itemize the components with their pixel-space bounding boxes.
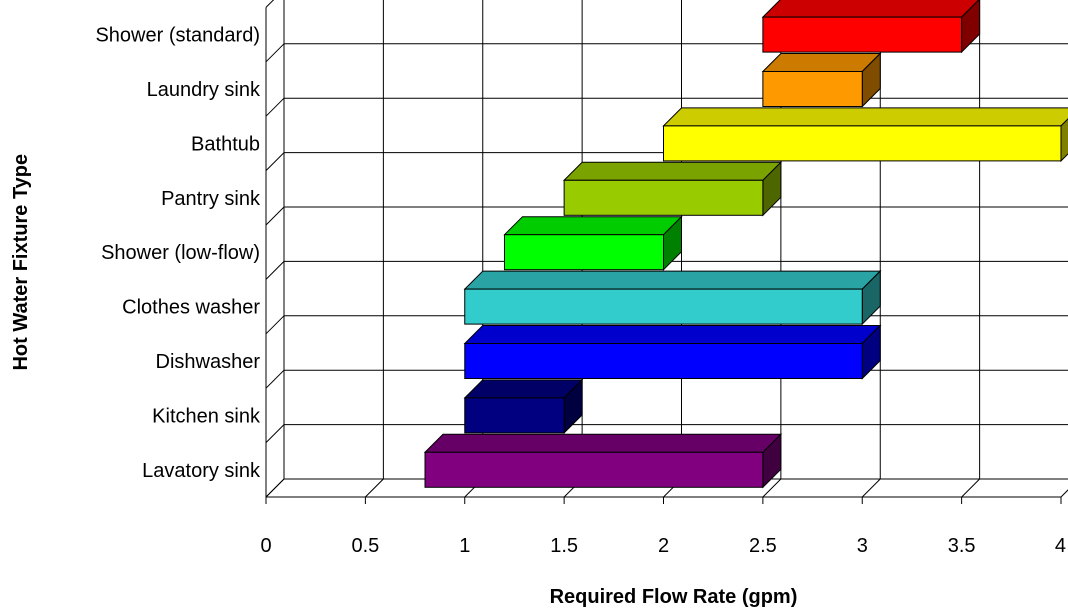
bar-top-face xyxy=(463,379,584,399)
y-category-label: Dishwasher xyxy=(156,351,261,373)
bar-top-face xyxy=(423,433,783,453)
bar-top-face xyxy=(463,270,882,290)
y-category-label: Kitchen sink xyxy=(152,405,261,427)
bar-top-face xyxy=(463,325,882,344)
bar-top-face xyxy=(562,161,783,181)
bar-front-face xyxy=(563,179,764,216)
floor-gridline xyxy=(1060,489,1068,498)
bar-laundry-sink xyxy=(761,52,882,108)
x-tick-label: 1.5 xyxy=(550,535,578,557)
bar-front-face xyxy=(464,343,863,379)
bar-front-face xyxy=(762,16,963,53)
bar-dishwasher xyxy=(463,324,882,380)
x-axis-title: Required Flow Rate (gpm) xyxy=(550,586,798,608)
x-tick-label: 0 xyxy=(260,535,271,557)
floor-gridline xyxy=(861,478,881,498)
bar-front-face xyxy=(464,397,565,434)
bar-top-face xyxy=(662,107,1068,127)
bar-top-face xyxy=(503,216,683,236)
y-category-label: Clothes washer xyxy=(122,297,260,319)
side-wall-line xyxy=(265,315,285,335)
y-category-label: Lavatory sink xyxy=(142,460,261,482)
bar-front-face xyxy=(464,288,863,325)
x-tick-label: 2 xyxy=(658,535,669,557)
bar-shower-standard xyxy=(761,0,981,54)
bar-front-face xyxy=(762,71,863,107)
y-category-label: Shower (low-flow) xyxy=(101,242,260,264)
bar-lavatory-sink xyxy=(423,433,783,489)
side-wall-line xyxy=(265,478,285,498)
side-wall-line xyxy=(265,206,285,226)
floor-gridline xyxy=(365,478,384,498)
x-tick-label: 3.5 xyxy=(948,535,976,557)
x-tick-label: 0.5 xyxy=(351,535,379,557)
y-axis-title: Hot Water Fixture Type xyxy=(10,154,32,371)
side-wall-line xyxy=(265,369,285,389)
side-wall-line xyxy=(265,152,285,171)
bar-front-face xyxy=(424,451,764,488)
y-category-label: Shower (standard) xyxy=(95,25,260,47)
y-category-label: Bathtub xyxy=(191,133,260,155)
x-tick-label: 3 xyxy=(857,535,868,557)
bar-clothes-washer xyxy=(463,269,882,326)
chart-bars xyxy=(423,0,1068,489)
side-wall-line xyxy=(265,43,285,63)
x-tick-label: 1 xyxy=(459,535,470,557)
side-wall-line xyxy=(265,0,275,8)
bar-shower-low-flow xyxy=(503,215,683,271)
bar-front-face xyxy=(504,234,664,271)
bar-pantry-sink xyxy=(562,161,783,217)
side-wall-line xyxy=(265,261,285,280)
floor-gridline xyxy=(961,478,980,498)
side-wall-line xyxy=(265,97,285,117)
bar-bathtub xyxy=(662,107,1068,163)
bar-top-face xyxy=(761,53,882,72)
bar-kitchen-sink xyxy=(463,378,584,435)
y-category-label: Pantry sink xyxy=(161,188,261,210)
x-tick-label: 4 xyxy=(1055,535,1066,557)
bar-front-face xyxy=(663,125,1062,162)
floor-gridline xyxy=(762,478,782,498)
chart-labels: Lavatory sink Kitchen sink Dishwasher Cloth… xyxy=(95,25,1066,557)
y-category-label: Laundry sink xyxy=(147,79,261,101)
bar-top-face xyxy=(761,0,980,18)
x-tick-label: 2.5 xyxy=(749,535,777,557)
side-wall-line xyxy=(265,424,285,443)
